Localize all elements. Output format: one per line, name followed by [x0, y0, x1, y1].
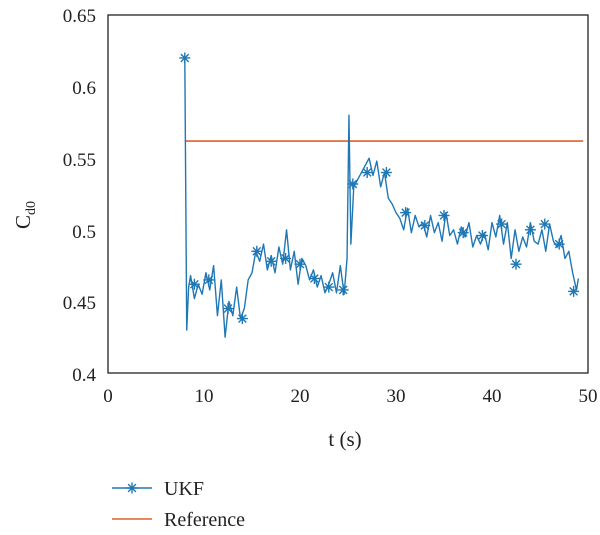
ukf-marker [265, 255, 277, 267]
legend-ukf-label: UKF [164, 478, 204, 500]
ukf-marker [236, 313, 248, 325]
ukf-marker [510, 258, 522, 270]
y-axis-label-group: Cd0 [11, 201, 39, 229]
x-tick-label: 0 [103, 386, 113, 407]
ukf-marker [323, 281, 335, 293]
y-tick-label: 0.4 [72, 365, 96, 386]
y-tick-label: 0.45 [63, 293, 96, 314]
x-tick-label: 30 [387, 386, 406, 407]
ukf-marker [476, 230, 488, 242]
ukf-marker [251, 245, 263, 257]
legend-ukf-marker [126, 482, 138, 494]
ukf-marker [496, 218, 508, 230]
ukf-marker [553, 238, 565, 250]
ukf-marker [438, 209, 450, 221]
y-tick-label: 0.55 [63, 150, 96, 171]
ukf-marker [222, 303, 234, 315]
ukf-marker [337, 284, 349, 296]
ukf-marker [294, 258, 306, 270]
y-tick-label: 0.6 [72, 78, 96, 99]
x-tick-label: 20 [291, 386, 310, 407]
ukf-marker [280, 252, 292, 264]
y-axis-label-subscript: d0 [24, 201, 39, 215]
legend-ukf-asterisk-icon [126, 482, 138, 494]
ukf-marker [419, 220, 431, 232]
ukf-marker [203, 274, 215, 286]
ukf-marker [524, 224, 536, 236]
y-axis-label: Cd0 [11, 201, 39, 229]
y-tick-label: 0.5 [72, 222, 96, 243]
ukf-marker [457, 227, 469, 239]
ukf-marker [380, 167, 392, 179]
legend-reference-label: Reference [164, 509, 245, 531]
x-tick-label: 50 [579, 386, 598, 407]
ukf-marker [568, 285, 580, 297]
y-axis-label-main: C [11, 215, 35, 229]
ukf-marker [179, 52, 191, 64]
x-axis-label: t (s) [328, 427, 361, 451]
ukf-marker [400, 207, 412, 219]
legend: UKF Reference [112, 478, 245, 531]
ukf-marker [361, 167, 373, 179]
x-tick-label: 40 [483, 386, 502, 407]
ukf-marker [308, 272, 320, 284]
x-tick-label: 10 [195, 386, 214, 407]
ukf-line [184, 57, 580, 338]
ukf-series [179, 52, 580, 338]
ukf-marker [539, 218, 551, 230]
y-tick-label: 0.65 [63, 6, 96, 27]
ukf-marker [347, 178, 359, 190]
plot-frame [107, 14, 589, 374]
ukf-marker [188, 278, 200, 290]
